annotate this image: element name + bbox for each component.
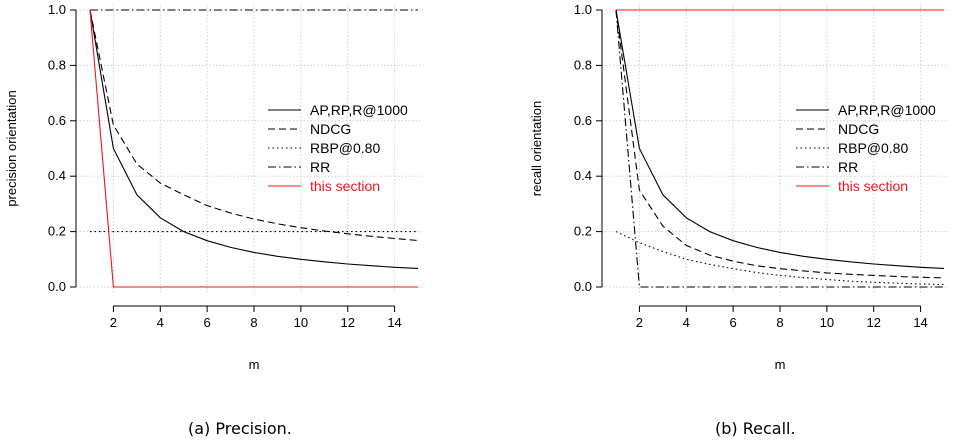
series-line-5 [89,9,418,288]
legend: AP,RP,R@1000 NDCG RBP@0.80 RR this section [796,102,936,194]
x-tick-label: 4 [683,315,690,330]
y-tick-label: 0.2 [574,224,592,239]
legend-label: RBP@0.80 [310,140,380,156]
y-tick-label: 0.4 [574,168,592,183]
y-axis-label: precision orientation [4,90,19,206]
legend-label: this section [838,178,908,194]
y-tick-label: 0.8 [48,57,66,72]
x-axis-label: m [249,357,260,372]
x-tick-label: 2 [110,315,117,330]
x-tick-label: 12 [866,315,880,330]
series-line-2 [615,9,945,279]
x-axis-label: m [775,357,786,372]
y-tick-label: 0.0 [48,279,66,294]
x-tick-label: 2 [636,315,643,330]
x-tick-label: 8 [250,315,257,330]
y-axis-label: recall orientation [529,101,544,196]
y-tick-label: 0.2 [48,224,66,239]
y-tick-label: 1.0 [48,2,66,17]
legend: AP,RP,R@1000 NDCG RBP@0.80 RR this section [268,102,408,194]
legend-label: AP,RP,R@1000 [838,102,936,118]
series-line-3 [615,231,945,286]
legend-label: AP,RP,R@1000 [310,102,408,118]
legend-label: RR [838,159,858,175]
chart-panel-2: 0.0 0.2 0.4 0.6 0.8 1.0 2 4 6 8 10 12 14 m recall orie… [529,2,949,438]
x-tick-label: 12 [340,315,354,330]
x-tick-label: 6 [204,315,211,330]
x-tick-label: 10 [820,315,834,330]
y-tick-label: 1.0 [574,2,592,17]
x-tick-label: 10 [294,315,308,330]
x-tick-label: 4 [157,315,164,330]
figure-caption: (b) Recall. [715,419,796,438]
series-line-1 [615,9,945,269]
legend-label: RBP@0.80 [838,140,908,156]
figure-caption: (a) Precision. [188,419,292,438]
x-tick-label: 14 [387,315,401,330]
y-tick-label: 0.6 [574,113,592,128]
y-tick-label: 0.8 [574,57,592,72]
legend-label: this section [310,178,380,194]
y-tick-label: 0.6 [48,113,66,128]
x-tick-label: 8 [776,315,783,330]
x-tick-label: 14 [913,315,927,330]
chart-panel-1: 0.0 0.2 0.4 0.6 0.8 1.0 2 4 6 8 10 12 14 m precision o… [4,2,423,438]
series-line-1 [89,9,419,269]
x-tick-label: 6 [730,315,737,330]
y-tick-label: 0.4 [48,168,66,183]
legend-label: NDCG [310,121,351,137]
series-line-2 [89,9,419,242]
series-line-4 [615,9,944,288]
legend-label: NDCG [838,121,879,137]
y-tick-label: 0.0 [574,279,592,294]
legend-label: RR [310,159,330,175]
